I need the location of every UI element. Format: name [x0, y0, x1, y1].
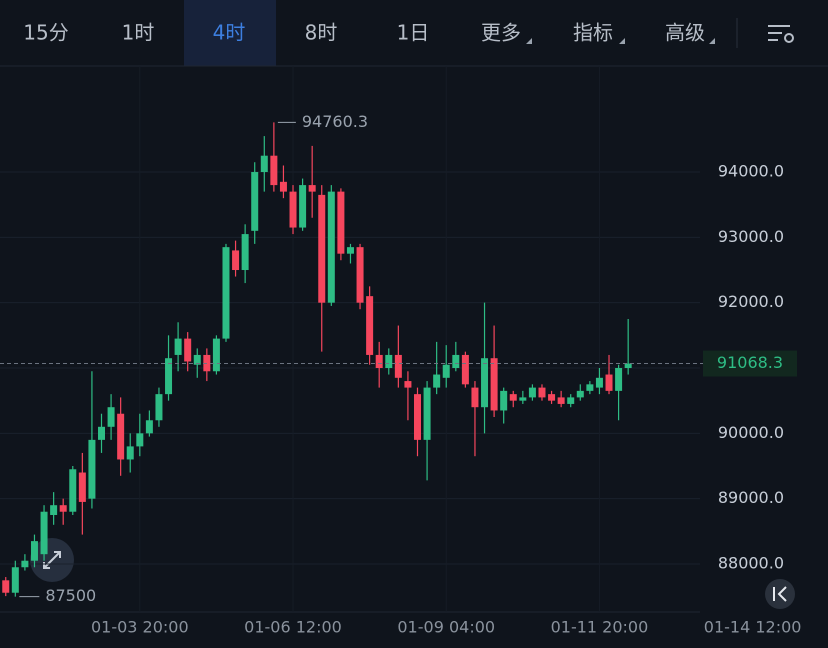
candle-body [567, 397, 575, 404]
active-tab-bg [184, 0, 276, 66]
timeframe-tab[interactable]: 高级 [665, 21, 705, 45]
candle-body [212, 338, 220, 372]
timeframe-tab[interactable]: 8时 [305, 21, 338, 45]
candle-body [471, 387, 479, 408]
candle-body [155, 394, 163, 421]
timeframe-tab[interactable]: 更多 [481, 21, 521, 45]
candle-body [279, 181, 287, 192]
scroll-latest-button[interactable] [765, 579, 795, 609]
y-tick-label: 93000.0 [718, 227, 784, 246]
candle-body [117, 413, 125, 460]
timeframe-tab[interactable]: 15分 [23, 21, 68, 45]
candle-body [490, 358, 498, 411]
candle-body [50, 505, 58, 515]
candle-body [299, 185, 307, 228]
candle-body [193, 354, 201, 365]
candle-body [318, 194, 326, 303]
candle-body [385, 354, 393, 369]
candle-body [586, 384, 594, 391]
x-tick-label: 01-09 04:00 [397, 618, 495, 637]
min-label: 87500 [45, 586, 96, 605]
candle-body [528, 387, 536, 398]
candle-body [165, 358, 173, 395]
dropdown-arrows [526, 38, 715, 44]
candle-body [222, 247, 230, 339]
candle-body [174, 338, 182, 355]
current-price-label: 91068.3 [717, 353, 783, 372]
candle-body [241, 234, 249, 271]
candle-body [500, 390, 508, 411]
candle-body [615, 368, 623, 391]
candle-body [251, 172, 259, 231]
y-tick-label: 89000.0 [718, 488, 784, 507]
candle-body [136, 433, 144, 447]
candle-body [414, 394, 422, 440]
candle-body [548, 394, 556, 401]
max-label: 94760.3 [302, 112, 368, 131]
timeframe-tab[interactable]: 1时 [122, 21, 155, 45]
candle-body [404, 381, 412, 388]
timeframe-tab[interactable]: 4时 [213, 21, 246, 45]
candle-body [375, 354, 383, 369]
timeframe-tab[interactable]: 指标 [573, 21, 613, 45]
candle-body [394, 354, 402, 378]
candle-body [40, 511, 48, 555]
x-tick-label: 01-03 20:00 [91, 618, 189, 637]
candle-body [595, 377, 603, 388]
candle-body [433, 374, 441, 388]
y-tick-label: 92000.0 [718, 292, 784, 311]
candle-body [366, 296, 374, 355]
candle-body [59, 505, 67, 512]
candle-body [232, 250, 240, 271]
candle-body [2, 580, 10, 593]
candle-body [184, 338, 192, 362]
candle-body [107, 407, 115, 427]
candle-body [509, 394, 517, 401]
candle-body [98, 426, 106, 440]
candle-body [11, 567, 19, 593]
current-price-box [703, 350, 797, 377]
candle-body [452, 354, 460, 369]
candle-body [260, 155, 268, 173]
candle-body [481, 358, 489, 408]
candle-body [308, 185, 316, 192]
timeframe-tab[interactable]: 1日 [397, 21, 430, 45]
y-tick-label: 90000.0 [718, 423, 784, 442]
candle-body [126, 446, 134, 460]
settings-icon[interactable] [768, 25, 794, 43]
candle-body [30, 541, 38, 561]
candle-body [605, 374, 613, 391]
y-tick-label: 94000.0 [718, 162, 784, 181]
candle-body [88, 439, 96, 499]
candle-body [624, 363, 632, 369]
candle-body [337, 191, 345, 254]
candle-body [356, 247, 364, 303]
candle-body [270, 155, 278, 186]
candle-body [21, 560, 29, 568]
candle-body [289, 191, 297, 228]
candle-body [145, 420, 153, 434]
candle-body [442, 364, 450, 378]
candle-body [78, 472, 86, 502]
candle-body [346, 247, 354, 254]
candle-body [461, 354, 469, 385]
x-tick-label: 01-11 20:00 [551, 618, 649, 637]
y-tick-label: 88000.0 [718, 553, 784, 572]
candle-body [327, 191, 335, 303]
x-tick-label: 01-14 12:00 [704, 618, 802, 637]
candle-body [538, 387, 546, 398]
candle-body [519, 397, 527, 401]
x-tick-label: 01-06 12:00 [244, 618, 342, 637]
candle-body [576, 390, 584, 398]
candle-body [423, 387, 431, 440]
candle-body [557, 397, 565, 404]
candle-body [69, 469, 77, 512]
